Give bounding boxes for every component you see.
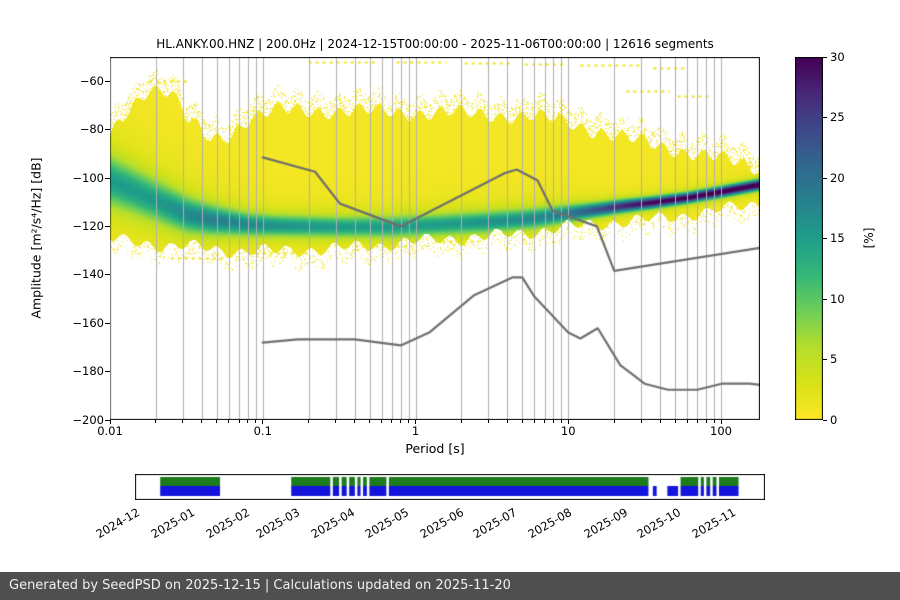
x-axis-label: Period [s]: [405, 441, 465, 456]
x-minor-tick-mark: [201, 420, 203, 423]
colorbar-tick-label: 30: [830, 49, 845, 64]
colorbar: [795, 57, 823, 420]
y-tick-label: −140: [72, 267, 104, 282]
x-minor-tick-mark: [659, 420, 661, 423]
y-tick-label: −160: [72, 315, 104, 330]
x-minor-tick-mark: [713, 420, 715, 423]
colorbar-tick-mark: [823, 177, 827, 179]
colorbar-tick-mark: [823, 298, 827, 300]
x-minor-tick-mark: [705, 420, 707, 423]
x-minor-tick-mark: [552, 420, 554, 423]
colorbar-tick-label: 15: [830, 231, 845, 245]
colorbar-tick-mark: [823, 419, 827, 421]
x-tick-label: 100: [710, 424, 732, 438]
x-minor-tick-mark: [228, 420, 230, 423]
x-minor-tick-mark: [533, 420, 535, 423]
x-minor-tick-mark: [238, 420, 240, 423]
date-tick-label: 2025-06: [417, 505, 466, 542]
colorbar-tick-mark: [823, 117, 827, 118]
colorbar-tick-label: 10: [830, 291, 845, 306]
x-minor-tick-mark: [381, 420, 383, 423]
x-tick-label: 0.1: [253, 424, 272, 438]
y-tick-label: −180: [72, 364, 104, 379]
x-tick-mark: [262, 420, 264, 424]
x-tick-mark: [109, 420, 111, 424]
y-tick-mark: [105, 322, 110, 324]
y-tick-label: −80: [79, 122, 104, 137]
colorbar-tick-label: 20: [830, 170, 845, 185]
x-minor-tick-mark: [613, 420, 615, 423]
x-minor-tick-mark: [369, 420, 371, 423]
x-tick-label: 0.01: [97, 424, 123, 438]
y-tick-label: −60: [79, 73, 104, 88]
colorbar-label: [%]: [862, 227, 876, 249]
x-minor-tick-mark: [640, 420, 642, 423]
footer-bar: Generated by SeedPSD on 2025-12-15 | Cal…: [0, 572, 900, 600]
colorbar-tick-label: 25: [830, 110, 845, 124]
x-minor-tick-mark: [354, 420, 356, 423]
y-tick-mark: [105, 177, 110, 179]
x-minor-tick-mark: [487, 420, 489, 423]
date-tick-label: 2025-05: [362, 505, 412, 542]
x-minor-tick-mark: [686, 420, 688, 423]
date-tick-label: 2025-02: [203, 505, 253, 542]
x-tick-mark: [415, 420, 416, 424]
date-tick-label: 2025-11: [689, 505, 738, 542]
y-tick-label: −120: [72, 218, 104, 233]
coverage-timeline: [135, 474, 765, 500]
colorbar-tick-mark: [823, 56, 827, 58]
x-minor-tick-mark: [674, 420, 676, 423]
colorbar-tick-label: 5: [830, 352, 838, 366]
y-tick-mark: [105, 371, 110, 373]
x-minor-tick-mark: [506, 420, 508, 423]
y-tick-mark: [105, 274, 110, 276]
chart-title: HL.ANKY.00.HNZ | 200.0Hz | 2024-12-15T00…: [156, 37, 714, 51]
x-minor-tick-mark: [255, 420, 257, 423]
psd-heatmap-plot: [110, 57, 760, 420]
footer-text: Generated by SeedPSD on 2025-12-15 | Cal…: [9, 578, 511, 593]
y-tick-mark: [105, 129, 110, 131]
x-minor-tick-mark: [155, 420, 157, 423]
y-axis-label: Amplitude [m²/s⁴/Hz] [dB]: [28, 157, 44, 319]
x-minor-tick-mark: [460, 420, 462, 423]
date-tick-label: 2025-10: [634, 505, 684, 542]
date-tick-label: 2025-04: [308, 505, 358, 542]
x-minor-tick-mark: [521, 420, 523, 423]
colorbar-tick-label: 0: [830, 412, 838, 427]
x-minor-tick-mark: [216, 420, 218, 423]
x-minor-tick-mark: [696, 420, 698, 423]
x-tick-mark: [567, 420, 569, 424]
colorbar-tick-mark: [823, 359, 827, 360]
x-tick-mark: [720, 420, 722, 424]
y-tick-mark: [105, 419, 110, 421]
colorbar-tick-mark: [823, 238, 827, 239]
x-minor-tick-mark: [560, 420, 562, 423]
date-tick-label: 2025-09: [581, 505, 630, 542]
x-minor-tick-mark: [182, 420, 184, 423]
x-tick-label: 10: [560, 424, 576, 438]
x-minor-tick-mark: [408, 420, 409, 423]
x-minor-tick-mark: [400, 420, 402, 423]
y-tick-label: −100: [72, 170, 104, 185]
date-tick-label: 2025-07: [470, 505, 520, 542]
y-tick-label: −200: [72, 412, 104, 427]
x-minor-tick-mark: [335, 420, 337, 423]
x-tick-label: 1: [411, 424, 420, 438]
y-tick-mark: [105, 80, 110, 82]
date-tick-label: 2025-01: [148, 505, 198, 542]
x-minor-tick-mark: [247, 420, 249, 423]
date-tick-label: 2025-08: [525, 505, 575, 542]
x-minor-tick-mark: [308, 420, 310, 423]
date-tick-label: 2024-12: [93, 505, 142, 542]
date-tick-label: 2025-03: [253, 505, 303, 542]
y-tick-mark: [105, 225, 110, 227]
x-minor-tick-mark: [544, 420, 546, 423]
x-minor-tick-mark: [391, 420, 393, 423]
